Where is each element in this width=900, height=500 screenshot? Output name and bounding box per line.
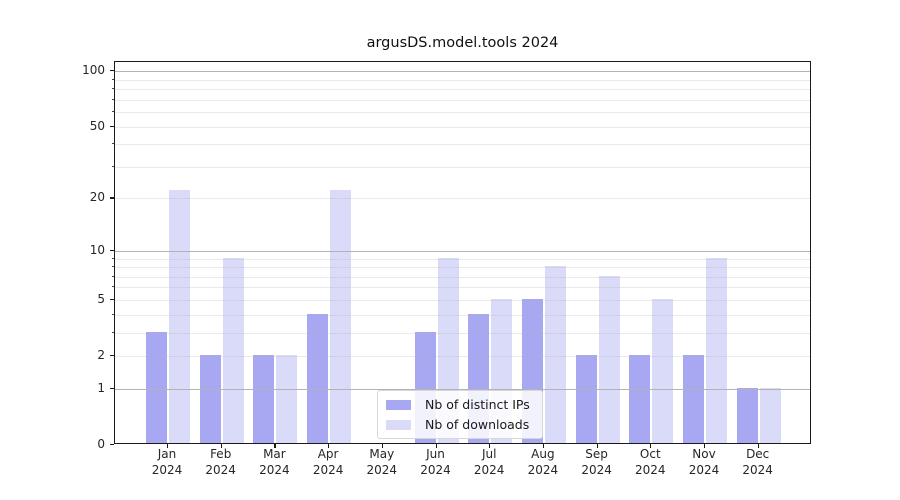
x-tick-label-jun: Jun 2024 (420, 447, 451, 477)
gridline-minor-80 (115, 89, 810, 90)
y-tick-mark-1 (110, 387, 114, 390)
y-tick-label-5: 5 (97, 291, 105, 306)
gridline-minor-4 (115, 314, 810, 316)
bar-distinct-ips-apr (307, 313, 329, 443)
y-minortick-mark-6 (111, 286, 114, 288)
x-tick-label-apr: Apr 2024 (312, 447, 344, 477)
y-minortick-mark-30 (111, 165, 114, 167)
bar-downloads-mar (276, 355, 298, 443)
gridline-minor-40 (115, 144, 810, 146)
x-tick-mark-feb (220, 444, 222, 448)
y-tick-label-1: 1 (97, 380, 105, 395)
y-minortick-mark-8 (111, 266, 114, 267)
y-tick-label-100: 100 (82, 63, 105, 78)
gridline-minor-70 (115, 99, 810, 101)
y-tick-label-10: 10 (89, 242, 105, 257)
bar-downloads-nov (706, 257, 727, 443)
y-minortick-mark-90 (111, 78, 114, 80)
gridline-minor-5 (115, 299, 810, 301)
bar-distinct-ips-oct (629, 355, 651, 443)
x-tick-label-dec: Dec 2024 (742, 447, 773, 477)
y-tick-label-50: 50 (89, 118, 105, 133)
y-tick-label-20: 20 (89, 190, 105, 205)
x-tick-label-sep: Sep 2024 (581, 447, 612, 477)
y-minortick-mark-7 (111, 275, 114, 277)
gridline-minor-50 (115, 126, 810, 128)
plot-area: Nb of distinct IPs Nb of downloads (114, 61, 811, 444)
gridline-major-1 (115, 388, 810, 390)
legend-label-distinct-ips: Nb of distinct IPs (425, 397, 530, 412)
legend-entry-downloads: Nb of downloads (386, 417, 530, 432)
y-tick-mark-100 (110, 70, 114, 72)
y-tick-label-0: 0 (97, 437, 105, 451)
gridline-major-10 (115, 250, 810, 252)
bar-downloads-dec (759, 387, 781, 443)
bar-downloads-apr (330, 190, 352, 443)
y-minortick-mark-40 (111, 143, 114, 145)
x-tick-mark-jun (435, 444, 437, 448)
y-minortick-mark-70 (111, 98, 114, 100)
y-tick-mark-10 (110, 249, 114, 251)
y-minortick-mark-3 (111, 331, 114, 333)
gridline-minor-9 (115, 258, 810, 260)
x-tick-label-nov: Nov 2024 (688, 447, 720, 477)
legend-label-downloads: Nb of downloads (425, 417, 530, 432)
x-tick-mark-oct (650, 444, 652, 448)
x-tick-mark-jul (489, 444, 491, 448)
legend-swatch-distinct-ips (386, 399, 411, 410)
y-tick-mark-5 (110, 298, 114, 301)
legend-entry-distinct-ips: Nb of distinct IPs (386, 397, 530, 412)
chart-title: argusDS.model.tools 2024 (366, 35, 559, 51)
y-tick-mark-20 (110, 197, 114, 199)
x-tick-label-mar: Mar 2024 (259, 447, 290, 477)
bar-downloads-oct (652, 298, 674, 443)
x-tick-mark-mar (274, 444, 276, 448)
x-tick-mark-dec (757, 444, 759, 448)
gridline-minor-6 (115, 287, 810, 289)
x-tick-label-feb: Feb 2024 (205, 447, 236, 477)
x-tick-label-may: May 2024 (366, 447, 398, 477)
legend: Nb of distinct IPs Nb of downloads (377, 390, 543, 439)
y-minortick-mark-4 (111, 313, 114, 315)
x-tick-mark-sep (596, 444, 598, 448)
gridline-minor-7 (115, 276, 810, 278)
legend-swatch-downloads (386, 419, 411, 430)
bar-downloads-aug (544, 266, 566, 443)
bar-distinct-ips-nov (683, 355, 704, 443)
gridline-major-100 (115, 71, 810, 73)
y-minortick-mark-60 (111, 111, 114, 112)
bar-distinct-ips-mar (253, 355, 275, 443)
gridline-minor-8 (115, 267, 810, 268)
bar-downloads-sep (598, 275, 620, 443)
x-tick-mark-apr (328, 444, 330, 448)
bar-distinct-ips-dec (736, 387, 758, 443)
y-tick-mark-0 (110, 444, 114, 446)
bar-distinct-ips-feb (199, 355, 221, 443)
x-tick-label-jan: Jan 2024 (151, 447, 183, 477)
y-tick-mark-2 (110, 355, 114, 357)
gridline-minor-60 (115, 112, 810, 113)
x-tick-mark-jan (167, 444, 169, 448)
y-minortick-mark-9 (111, 257, 114, 259)
x-tick-label-aug: Aug 2024 (527, 447, 559, 477)
gridline-minor-3 (115, 332, 810, 334)
x-tick-label-jul: Jul 2024 (473, 447, 505, 477)
gridline-minor-90 (115, 79, 810, 81)
bar-distinct-ips-sep (575, 355, 597, 443)
gridline-minor-2 (115, 356, 810, 357)
bar-downloads-feb (222, 257, 244, 443)
x-tick-mark-may (381, 444, 383, 448)
x-tick-label-oct: Oct 2024 (635, 447, 666, 477)
bar-downloads-jan (169, 190, 190, 443)
bar-distinct-ips-jan (146, 331, 167, 443)
gridline-minor-20 (115, 198, 810, 200)
gridline-minor-30 (115, 166, 810, 168)
y-tick-mark-50 (110, 125, 114, 127)
y-tick-label-2: 2 (97, 348, 105, 362)
x-tick-mark-aug (542, 444, 545, 448)
x-tick-mark-nov (704, 444, 706, 448)
y-minortick-mark-80 (111, 88, 114, 89)
